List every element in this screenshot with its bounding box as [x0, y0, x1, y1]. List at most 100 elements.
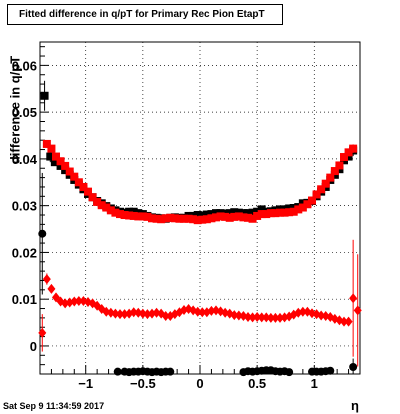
data-point	[230, 208, 239, 217]
data-point	[129, 211, 138, 220]
data-point	[143, 212, 152, 221]
data-point	[253, 211, 262, 220]
gridlines	[40, 42, 360, 374]
data-point	[111, 308, 120, 319]
data-point	[234, 212, 243, 221]
data-point	[120, 211, 129, 220]
data-point	[239, 209, 248, 218]
data-point	[230, 212, 239, 221]
data-point	[216, 212, 225, 221]
data-point	[344, 152, 353, 161]
data-point	[120, 309, 129, 320]
x-tick-label: 0	[196, 376, 203, 391]
data-point	[225, 213, 234, 222]
data-point	[125, 211, 134, 220]
data-point	[129, 207, 138, 216]
data-point	[280, 208, 289, 217]
x-tick-label: 1	[311, 376, 318, 391]
y-tick-label: 0.02	[12, 245, 37, 260]
data-point	[61, 161, 70, 170]
x-tick-label: 0.5	[248, 376, 266, 391]
data-point	[340, 153, 348, 162]
data-point	[326, 366, 335, 375]
data-point	[257, 312, 266, 323]
data-point	[47, 283, 56, 294]
data-point	[353, 305, 362, 316]
chart-title: Fitted difference in q/pT for Primary Re…	[7, 4, 283, 25]
data-point	[294, 205, 303, 214]
data-point	[143, 309, 152, 320]
data-point	[70, 296, 79, 307]
data-point	[74, 296, 83, 307]
data-point	[106, 206, 115, 215]
data-point	[303, 200, 312, 209]
data-point	[257, 205, 266, 214]
data-point	[198, 307, 207, 318]
data-point	[184, 214, 193, 223]
data-point	[134, 212, 143, 221]
data-point	[207, 305, 216, 316]
data-point	[40, 91, 49, 100]
data-point	[239, 213, 248, 222]
data-point	[193, 216, 202, 225]
data-point	[221, 212, 230, 221]
data-point	[50, 158, 59, 167]
data-point	[349, 293, 358, 304]
data-point	[244, 213, 252, 222]
data-points	[38, 80, 362, 377]
data-point	[175, 214, 184, 223]
data-point	[266, 312, 275, 323]
data-point	[230, 310, 239, 321]
data-point	[129, 307, 138, 318]
data-point	[170, 214, 179, 223]
data-point	[326, 173, 335, 182]
y-tick-label: 0.04	[12, 152, 38, 167]
tick-labels: −1 −0.5 0 0.5 1 0 0.01 0.02 0.03 0.04 0.05 0.06	[12, 58, 318, 391]
data-point	[189, 215, 198, 224]
y-tick-label: 0.06	[12, 58, 37, 73]
data-point	[248, 208, 257, 217]
data-point	[317, 185, 326, 194]
data-point	[312, 190, 321, 199]
data-point	[244, 209, 252, 218]
data-point	[276, 312, 284, 323]
data-point	[38, 229, 47, 238]
data-point	[234, 310, 243, 321]
data-point	[344, 316, 353, 327]
data-point	[225, 209, 234, 218]
data-point	[248, 312, 257, 323]
data-point	[113, 367, 122, 376]
data-point	[276, 208, 284, 217]
y-tick-label: 0.03	[12, 199, 37, 214]
data-point	[262, 210, 271, 219]
y-tick-label: 0	[30, 339, 37, 354]
timestamp: Sat Sep 9 11:34:59 2017	[3, 401, 105, 411]
data-point	[335, 161, 344, 170]
data-point	[42, 139, 51, 148]
x-tick-label: −0.5	[130, 376, 156, 391]
data-point	[38, 327, 47, 338]
data-point	[152, 214, 161, 223]
data-point	[56, 161, 65, 170]
data-point	[330, 167, 339, 176]
data-point	[317, 310, 326, 321]
data-point	[97, 201, 106, 210]
data-point	[88, 193, 97, 202]
data-point	[266, 209, 275, 218]
data-point	[207, 214, 216, 223]
data-point	[262, 312, 271, 323]
data-point	[61, 166, 70, 175]
y-tick-label: 0.01	[12, 292, 37, 307]
axes	[39, 41, 361, 375]
data-point	[212, 213, 220, 222]
data-point	[321, 179, 330, 188]
data-point	[253, 207, 262, 216]
data-point	[161, 311, 170, 322]
data-point	[84, 187, 92, 196]
data-point	[271, 312, 280, 323]
data-point	[161, 214, 170, 223]
data-point	[289, 207, 298, 216]
data-point	[116, 309, 124, 320]
data-point	[111, 208, 120, 217]
